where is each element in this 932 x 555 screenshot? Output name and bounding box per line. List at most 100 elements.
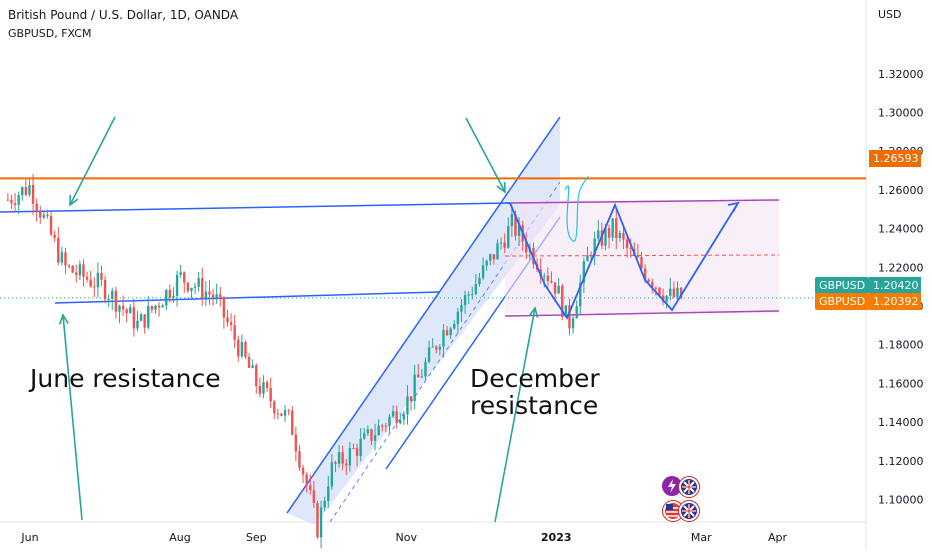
candle-body xyxy=(129,307,132,314)
candle-body xyxy=(442,330,445,347)
candle-body xyxy=(78,264,82,276)
lightning-icon[interactable] xyxy=(662,476,682,496)
candle-body xyxy=(219,294,222,298)
candle-body xyxy=(395,411,398,424)
candle-body xyxy=(597,230,600,239)
candle-body xyxy=(561,285,564,317)
arrow-june-top-head xyxy=(69,194,79,207)
candle-body xyxy=(269,387,272,402)
symbol-subtitle: GBPUSD, FXCM xyxy=(8,27,92,40)
candle-body xyxy=(363,433,366,439)
candle-body xyxy=(60,252,64,263)
candle-body xyxy=(456,311,460,324)
candle-body xyxy=(330,462,334,487)
candle-body xyxy=(445,330,449,336)
range-box xyxy=(505,200,779,313)
time-tick-label: Apr xyxy=(768,531,788,544)
candle-body xyxy=(489,254,492,261)
candle-body xyxy=(262,382,265,394)
candle-body xyxy=(481,265,485,278)
candle-body xyxy=(507,226,510,248)
candle-body xyxy=(589,255,593,257)
candle-body xyxy=(298,451,301,468)
candle-body xyxy=(492,254,496,260)
candle-body xyxy=(323,500,326,508)
candle-body xyxy=(406,396,409,415)
uk-flag-icon[interactable] xyxy=(678,476,700,498)
uk-flag-icon-2[interactable] xyxy=(678,500,700,522)
candle-body xyxy=(427,347,431,362)
june-resistance-line xyxy=(0,202,511,213)
candle-body xyxy=(244,342,247,357)
candle-body xyxy=(478,277,481,284)
symbol-title: British Pound / U.S. Dollar, 1D, OANDA xyxy=(8,8,239,22)
candle-body xyxy=(643,268,647,280)
candle-body xyxy=(435,346,438,350)
candle-body xyxy=(237,339,240,357)
candle-body xyxy=(132,307,136,329)
candle-body xyxy=(186,282,190,292)
candle-body xyxy=(557,285,560,294)
candle-body xyxy=(10,199,13,204)
price-tick-label: 1.18000 xyxy=(878,339,924,352)
candle-body xyxy=(247,356,251,368)
price-tick-label: 1.32000 xyxy=(878,68,924,81)
candle-body xyxy=(13,203,17,205)
candle-body xyxy=(575,306,578,319)
candle-body xyxy=(147,306,150,328)
candle-body xyxy=(139,314,143,321)
candle-body xyxy=(615,218,618,239)
price-tick-label: 1.16000 xyxy=(878,377,924,390)
time-tick-label: Jun xyxy=(20,531,38,544)
candle-body xyxy=(543,275,546,277)
candle-body xyxy=(226,317,229,323)
candle-body xyxy=(287,410,290,412)
range-mid-line xyxy=(504,254,780,257)
candle-body xyxy=(607,228,611,238)
candle-body xyxy=(568,305,571,329)
candle-body xyxy=(463,295,467,306)
candle-body xyxy=(294,434,298,452)
candle-body xyxy=(352,448,355,450)
candle-body xyxy=(42,214,46,218)
candle-body xyxy=(517,225,521,236)
candle-body xyxy=(157,305,161,308)
candle-body xyxy=(654,287,658,289)
candle-body xyxy=(399,419,402,424)
candle-body xyxy=(496,243,499,260)
candle-body xyxy=(6,199,10,201)
candle-body xyxy=(665,295,668,302)
rising-channel-fill xyxy=(287,117,560,525)
time-tick-label: Aug xyxy=(169,531,190,544)
candle-body xyxy=(197,278,200,287)
time-tick-label: Nov xyxy=(395,531,417,544)
candle-body xyxy=(265,382,269,388)
candle-body xyxy=(316,503,319,538)
candle-body xyxy=(201,278,204,299)
candle-body xyxy=(309,485,312,491)
candle-body xyxy=(172,295,175,298)
candle-body xyxy=(150,306,154,310)
candle-body xyxy=(553,282,557,294)
candle-body xyxy=(312,490,316,504)
candle-body xyxy=(345,463,348,466)
candle-body xyxy=(388,416,391,427)
candle-body xyxy=(136,320,139,329)
candle-body xyxy=(319,507,323,538)
time-tick-label: 2023 xyxy=(541,531,572,544)
candle-body xyxy=(417,374,420,378)
candle-body xyxy=(359,438,362,456)
candle-body xyxy=(474,283,478,295)
candle-body xyxy=(93,286,96,288)
candle-body xyxy=(546,275,550,281)
candle-body xyxy=(348,448,352,466)
candle-body xyxy=(629,248,632,250)
candle-body xyxy=(82,264,85,277)
price-tick-label: 1.24000 xyxy=(878,223,924,236)
candle-body xyxy=(460,305,463,312)
candle-body xyxy=(168,289,172,298)
candle-body xyxy=(276,413,280,415)
time-tick-label: Sep xyxy=(246,531,267,544)
